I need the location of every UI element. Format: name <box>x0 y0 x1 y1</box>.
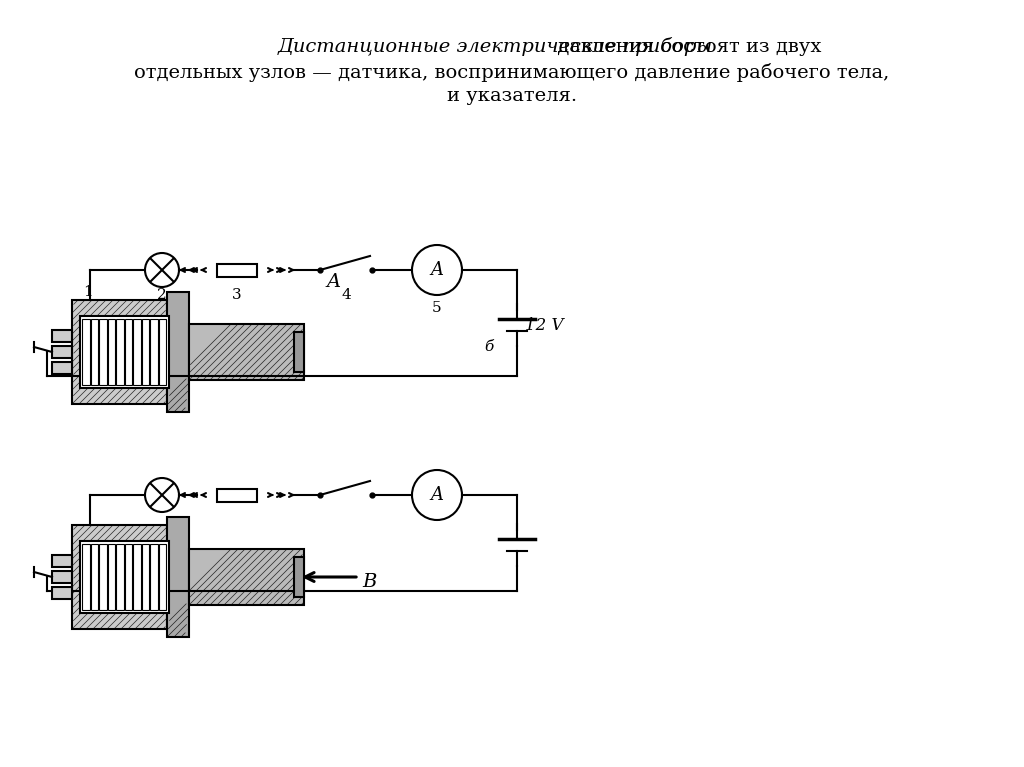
Bar <box>141 319 150 385</box>
Bar <box>82 544 89 610</box>
Bar <box>294 332 304 372</box>
Bar <box>217 489 257 502</box>
Text: отдельных узлов — датчика, воспринимающего давление рабочего тела,: отдельных узлов — датчика, воспринимающе… <box>134 62 890 81</box>
Bar <box>133 544 140 610</box>
Circle shape <box>412 470 462 520</box>
Bar <box>125 544 132 610</box>
Bar <box>294 557 304 597</box>
Bar <box>99 319 106 385</box>
Bar <box>80 316 169 388</box>
Text: 2: 2 <box>157 288 167 302</box>
Text: давления состоят из двух: давления состоят из двух <box>551 38 821 56</box>
Text: Дистанционные электрические приборы: Дистанционные электрические приборы <box>278 38 714 57</box>
Bar <box>159 319 166 385</box>
Bar <box>189 324 304 380</box>
Bar <box>116 319 124 385</box>
Bar <box>52 346 72 358</box>
Bar <box>52 587 72 599</box>
Bar <box>82 319 89 385</box>
Text: б: б <box>484 340 494 354</box>
Bar <box>90 319 98 385</box>
Text: A: A <box>430 261 443 279</box>
Text: A: A <box>430 486 443 504</box>
Bar <box>80 541 169 613</box>
Bar <box>99 544 106 610</box>
Text: 1: 1 <box>83 285 93 299</box>
Text: B: B <box>361 573 376 591</box>
Text: A: A <box>327 273 341 291</box>
Text: 12 V: 12 V <box>525 317 563 334</box>
Bar <box>108 544 115 610</box>
Circle shape <box>145 478 179 512</box>
Text: и указателя.: и указателя. <box>446 87 578 105</box>
Bar <box>141 544 150 610</box>
Bar <box>72 300 167 404</box>
Bar <box>116 544 124 610</box>
Bar <box>125 319 132 385</box>
Bar <box>90 544 98 610</box>
Bar <box>133 319 140 385</box>
Bar <box>150 544 158 610</box>
Bar <box>72 525 167 629</box>
Bar <box>52 362 72 374</box>
Circle shape <box>145 253 179 287</box>
Bar <box>167 517 189 637</box>
Text: 4: 4 <box>341 288 351 302</box>
Bar <box>150 319 158 385</box>
Text: 5: 5 <box>432 301 441 315</box>
Text: 3: 3 <box>232 288 242 302</box>
Bar <box>108 319 115 385</box>
Bar <box>189 549 304 605</box>
Circle shape <box>412 245 462 295</box>
Bar <box>167 292 189 412</box>
Bar <box>52 330 72 342</box>
Bar <box>52 555 72 567</box>
Bar <box>52 571 72 583</box>
Bar <box>159 544 166 610</box>
Bar <box>217 264 257 276</box>
